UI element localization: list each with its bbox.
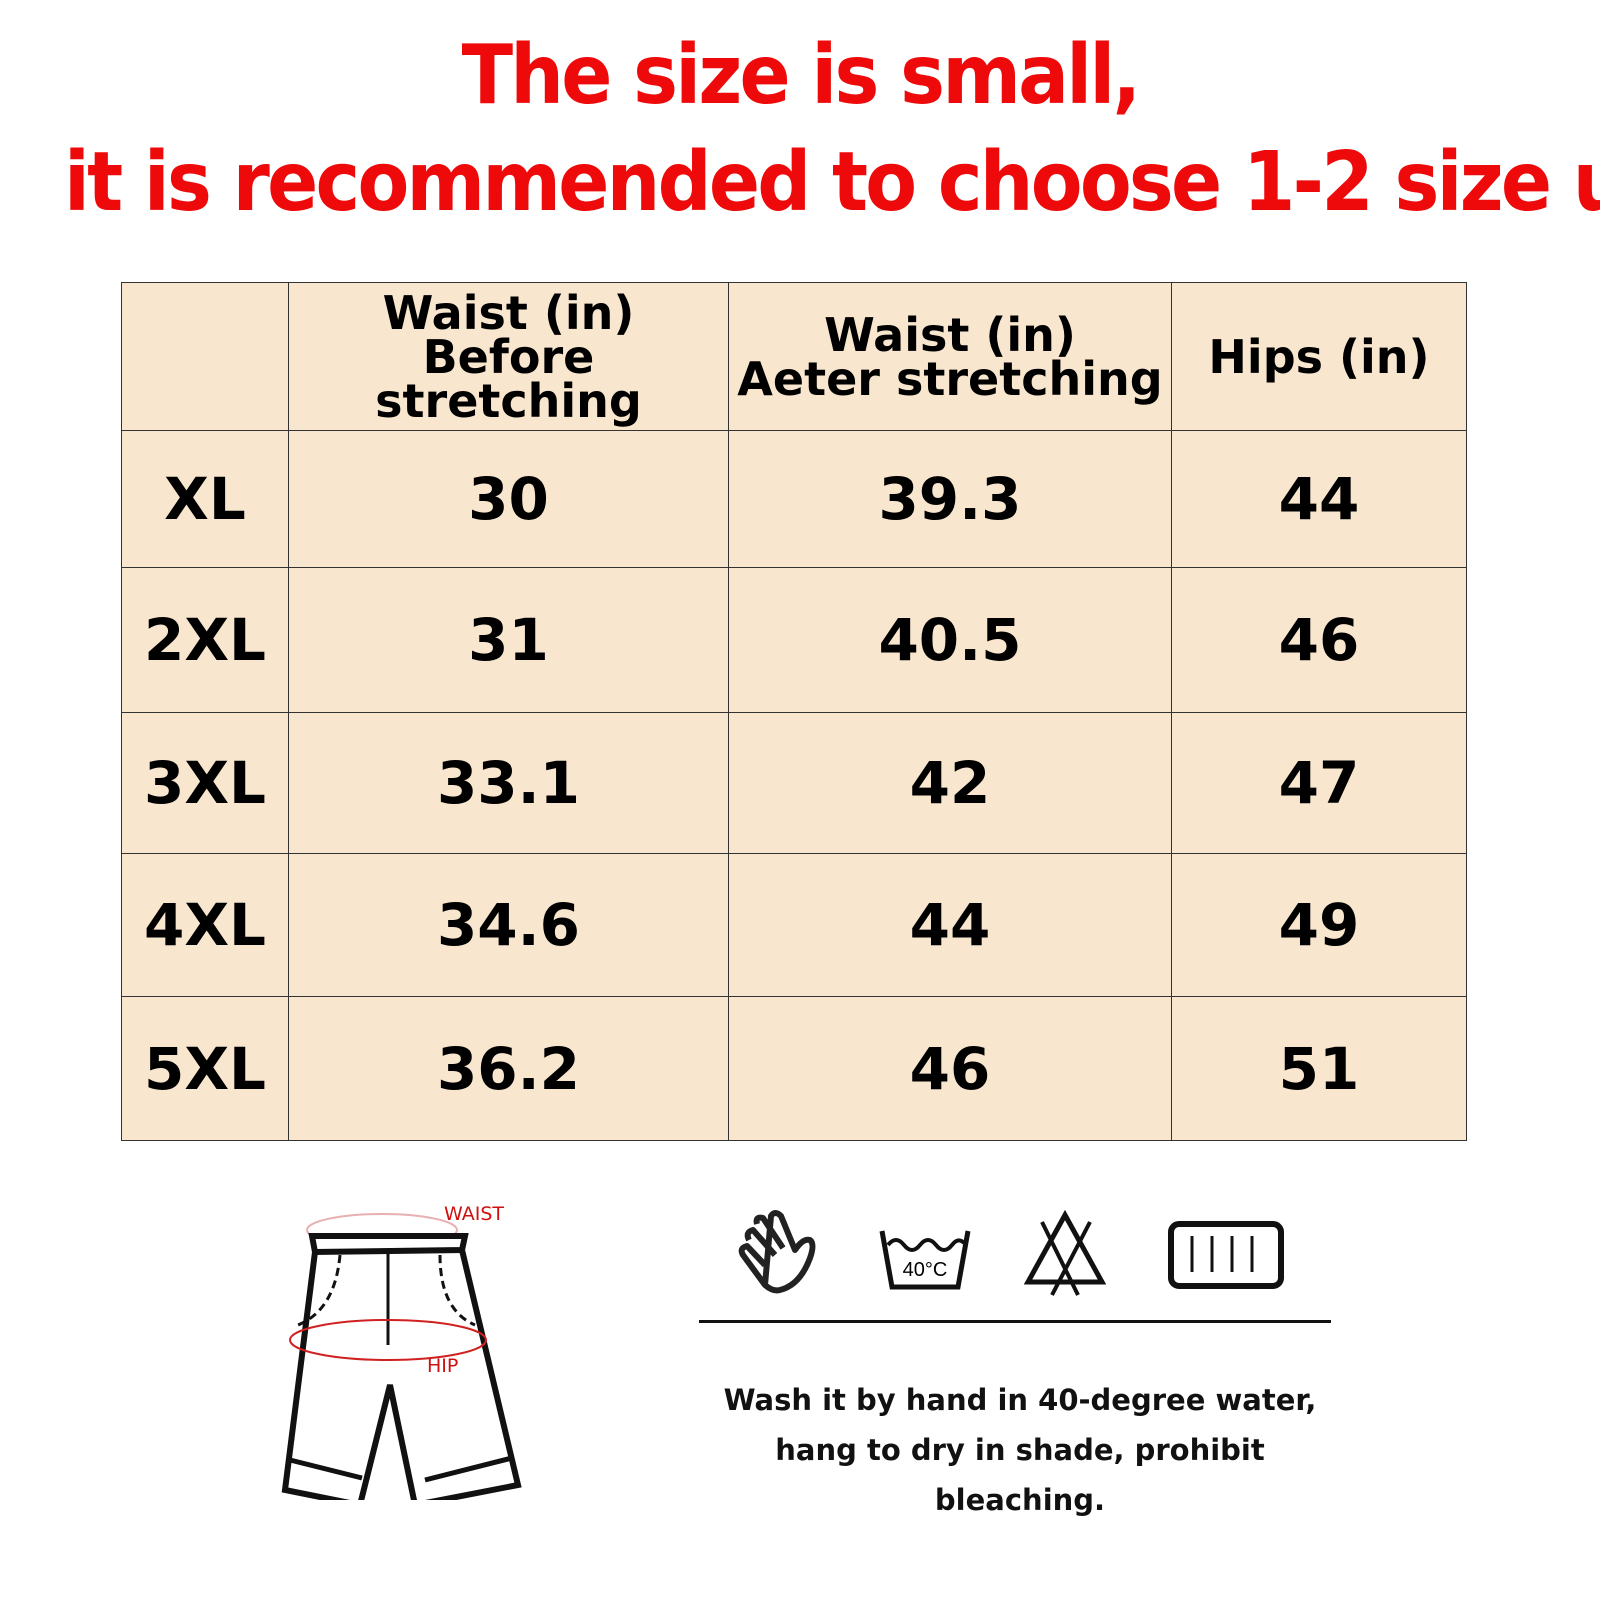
size-cell: 5XL: [121, 996, 289, 1141]
size-cell: 3XL: [121, 712, 289, 854]
divider: [699, 1320, 1331, 1323]
waist-before-cell: 31: [288, 567, 729, 713]
size-chart-table: Waist (in) Before stretching Waist (in) Ae…: [121, 282, 1467, 1141]
header-hips: Hips (in): [1171, 282, 1467, 431]
header-text: Waist (in): [824, 307, 1076, 362]
hip-label: HIP: [427, 1355, 459, 1377]
wash-40c-icon: 40°C: [879, 1230, 971, 1290]
shorts-diagram: [281, 1213, 522, 1500]
table-row: 4XL 34.6 44 49: [121, 853, 1467, 997]
shorts-outline: [281, 1249, 522, 1500]
waist-after-cell: 46: [728, 996, 1172, 1141]
size-cell: 4XL: [121, 853, 289, 997]
line-dry-shade-icon: [1168, 1221, 1284, 1289]
header-text: Waist (in): [382, 285, 635, 340]
hips-cell: 44: [1171, 430, 1467, 568]
table-row: 5XL 36.2 46 51: [121, 996, 1467, 1141]
hand-wash-icon: [738, 1210, 816, 1294]
pocket-lines: [297, 1254, 476, 1327]
waist-after-cell: 44: [728, 853, 1172, 997]
waistband: [308, 1233, 469, 1256]
header-text: Aeter stretching: [737, 351, 1163, 406]
table-row: 3XL 33.1 42 47: [121, 712, 1467, 854]
care-line-2: hang to dry in shade, prohibit bleaching…: [775, 1433, 1265, 1517]
hem-lines: [289, 1455, 513, 1483]
waist-before-cell: 36.2: [288, 996, 729, 1141]
header-row: Waist (in) Before stretching Waist (in) Ae…: [121, 282, 1467, 431]
header-waist-after: Waist (in) Aeter stretching: [728, 282, 1172, 431]
no-bleach-icon: [1023, 1210, 1107, 1296]
notice-line-1: The size is small,: [461, 28, 1142, 123]
waist-label: WAIST: [444, 1203, 505, 1225]
notice-line-2: it is recommended to choose 1-2 size up: [64, 135, 1600, 230]
header-text: Before stretching: [375, 329, 642, 428]
waist-after-cell: 42: [728, 712, 1172, 854]
hips-cell: 49: [1171, 853, 1467, 997]
waist-after-cell: 40.5: [728, 567, 1172, 713]
waist-before-cell: 30: [288, 430, 729, 568]
care-line-1: Wash it by hand in 40-degree water,: [723, 1383, 1317, 1417]
hips-cell: 51: [1171, 996, 1467, 1141]
waist-before-cell: 34.6: [288, 853, 729, 997]
table-row: XL 30 39.3 44: [121, 430, 1467, 568]
header-size: [121, 282, 289, 431]
size-cell: XL: [121, 430, 289, 568]
waist-before-cell: 33.1: [288, 712, 729, 854]
hips-cell: 47: [1171, 712, 1467, 854]
temp-label: 40°C: [903, 1259, 948, 1281]
care-instructions: Wash it by hand in 40-degree water, hang…: [690, 1375, 1350, 1525]
waist-after-cell: 39.3: [728, 430, 1172, 568]
size-cell: 2XL: [121, 567, 289, 713]
table-row: 2XL 31 40.5 46: [121, 567, 1467, 713]
hips-cell: 46: [1171, 567, 1467, 713]
header-waist-before: Waist (in) Before stretching: [288, 282, 729, 431]
hip-measure-ellipse: [289, 1319, 487, 1361]
